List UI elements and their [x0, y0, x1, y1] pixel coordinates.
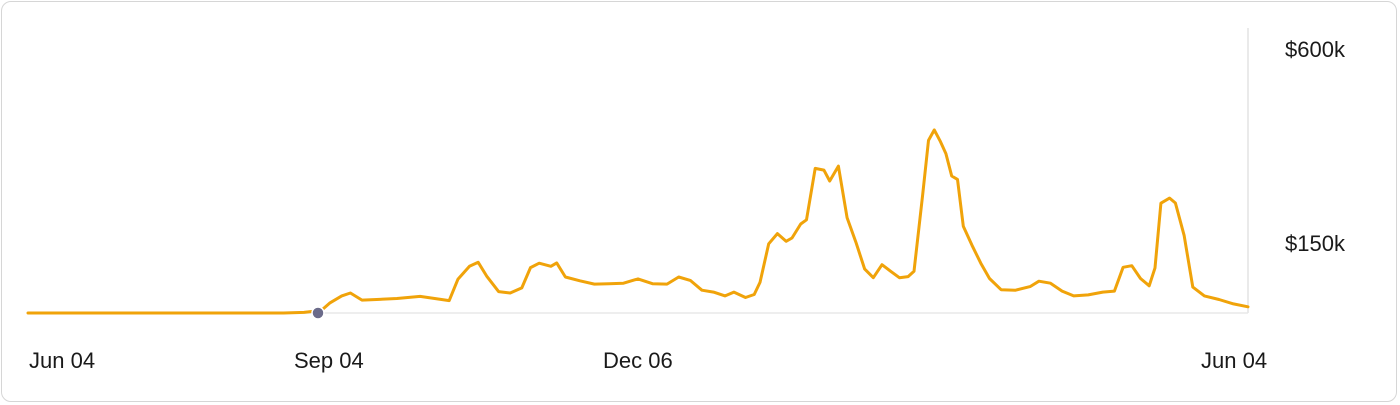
- x-tick-label-dec: Dec 06: [603, 348, 673, 373]
- series-line: [26, 128, 1250, 315]
- highlight-point[interactable]: [311, 306, 325, 320]
- marker-layer: [311, 306, 325, 320]
- y-tick-label-600k: $600k: [1285, 37, 1346, 62]
- x-tick-label-jun-start: Jun 04: [29, 348, 95, 373]
- x-tick-label-sep: Sep 04: [294, 348, 364, 373]
- y-tick-label-150k: $150k: [1285, 231, 1346, 256]
- x-tick-label-jun-end: Jun 04: [1201, 348, 1267, 373]
- series-layer: [26, 128, 1250, 315]
